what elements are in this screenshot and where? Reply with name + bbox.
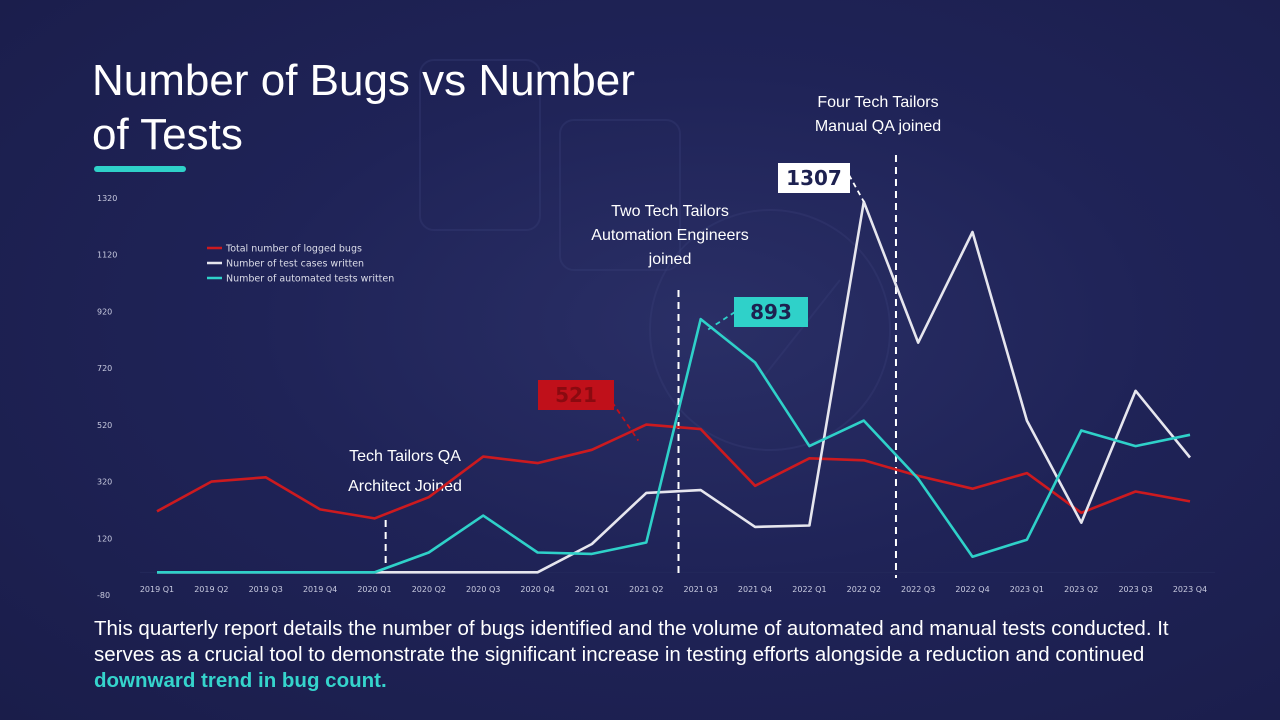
callout-leader [611,401,640,442]
x-tick-label: 2023 Q2 [1064,585,1098,594]
slide-caption: This quarterly report details the number… [94,616,1224,694]
x-tick-label: 2021 Q3 [684,585,718,594]
chart-legend: Total number of logged bugs Number of tes… [207,244,394,285]
x-tick-label: 2019 Q2 [194,585,228,594]
callout-leader [705,311,736,332]
callout-value: 893 [750,300,792,324]
caption-text: This quarterly report details the number… [94,617,1169,666]
x-tick-label: 2023 Q3 [1118,585,1152,594]
slide-title: Number of Bugs vs Number of Tests [92,56,635,159]
callout-leader [848,174,865,203]
callout-box [778,163,850,193]
x-tick-label: 2022 Q1 [792,585,826,594]
callout-value: 521 [555,383,597,407]
callout-box [538,380,614,410]
legend-label: Total number of logged bugs [225,244,362,255]
y-tick-label: 320 [97,478,112,487]
event-label: joined [648,251,692,268]
value-callouts: 521 893 1307 [538,163,865,442]
x-tick-label: 2023 Q1 [1010,585,1044,594]
event-label: Two Tech Tailors [611,203,729,220]
title-underline [94,166,186,172]
event-label: Manual QA joined [815,118,941,135]
x-tick-label: 2020 Q4 [520,585,554,594]
event-label: Four Tech Tailors [817,94,938,111]
x-tick-label: 2020 Q1 [357,585,391,594]
callout-value: 1307 [786,166,842,190]
y-tick-label: -80 [97,591,110,600]
x-tick-label: 2020 Q2 [412,585,446,594]
background-decoration [419,59,891,451]
y-tick-label: 1320 [97,194,117,203]
legend-label: Number of test cases written [226,259,364,270]
series-lines [156,200,1192,574]
event-markers: Tech Tailors QA Architect Joined Two Tech … [348,94,941,578]
x-tick-label: 2022 Q3 [901,585,935,594]
series-line [157,317,1191,574]
series-line [156,423,1191,520]
x-tick-label: 2021 Q2 [629,585,663,594]
y-tick-label: 520 [97,421,112,430]
x-tick-label: 2022 Q2 [847,585,881,594]
event-label: Tech Tailors QA [349,448,461,465]
x-tick-label: 2020 Q3 [466,585,500,594]
x-tick-label: 2021 Q1 [575,585,609,594]
chart-axes: 1320 1120 920 720 520 320 120 -80 2019 Q1 2019 Q2… [97,194,1215,600]
y-tick-label: 920 [97,307,112,316]
x-tick-label: 2021 Q4 [738,585,772,594]
y-tick-label: 720 [97,364,112,373]
x-tick-label: 2019 Q3 [249,585,283,594]
x-tick-label: 2019 Q4 [303,585,337,594]
legend-label: Number of automated tests written [226,274,394,285]
x-tick-label: 2022 Q4 [955,585,989,594]
event-label: Architect Joined [348,478,462,495]
callout-box [734,297,808,327]
y-tick-label: 1120 [97,251,117,260]
x-tick-label: 2019 Q1 [140,585,174,594]
y-tick-label: 120 [97,534,112,543]
event-label: Automation Engineers [591,227,748,244]
caption-highlight: downward trend in bug count. [94,669,387,692]
x-tick-label: 2023 Q4 [1173,585,1207,594]
